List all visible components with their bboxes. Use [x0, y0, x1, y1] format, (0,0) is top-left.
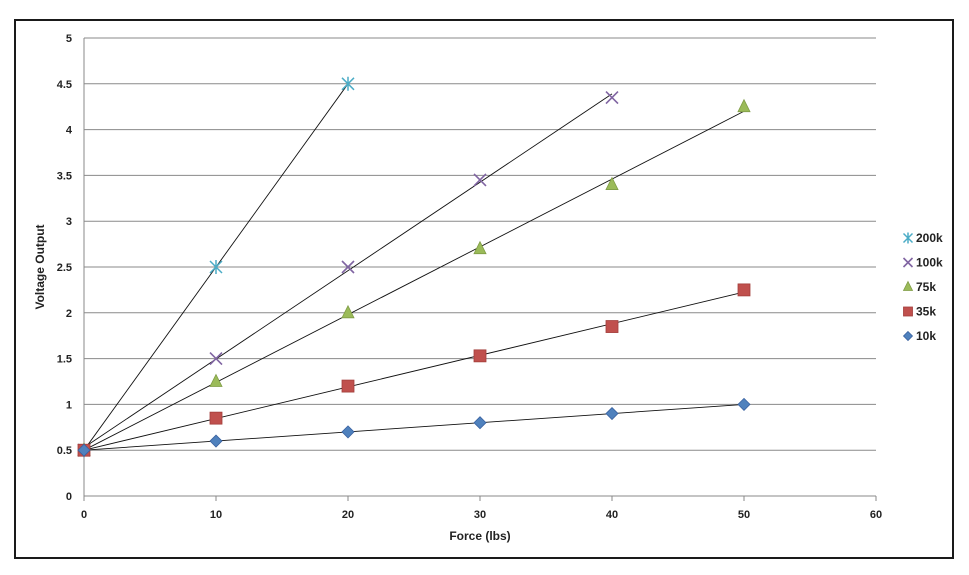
- data-point-10k: [209, 434, 223, 448]
- y-tick-label: 3: [66, 216, 72, 228]
- legend-label: 10k: [916, 329, 936, 343]
- x-tick-label: 20: [342, 509, 354, 521]
- data-point-10k: [473, 416, 487, 430]
- legend-marker-10k: [902, 330, 914, 342]
- legend-marker-200k: [902, 232, 914, 244]
- y-tick-label: 1: [66, 399, 72, 411]
- trendline-75k: [83, 110, 745, 451]
- x-tick-label: 40: [606, 509, 618, 521]
- y-tick-label: 1.5: [57, 354, 72, 366]
- x-axis-title: Force (lbs): [449, 529, 510, 543]
- data-point-35k: [737, 283, 751, 297]
- data-point-35k: [473, 349, 487, 363]
- data-point-35k: [209, 411, 223, 425]
- x-tick-label: 50: [738, 509, 750, 521]
- y-tick-label: 0: [66, 491, 72, 503]
- legend-marker-100k: [902, 257, 914, 268]
- y-tick-label: 4.5: [57, 79, 72, 91]
- data-markers: [77, 76, 751, 458]
- x-tick-label: 30: [474, 509, 486, 521]
- data-point-75k: [737, 98, 751, 113]
- x-tick-label: 10: [210, 509, 222, 521]
- data-point-200k: [341, 76, 355, 91]
- data-point-75k: [341, 304, 355, 319]
- legend-label: 200k: [916, 231, 943, 245]
- legend-label: 75k: [916, 280, 936, 294]
- legend-label: 35k: [916, 305, 936, 319]
- legend-marker-35k: [903, 306, 913, 317]
- data-point-100k: [341, 260, 355, 274]
- data-point-100k: [605, 90, 619, 105]
- chart-frame: 0 0.5 1 1.5 2 2.5 3 3.5 4 4.5 5 0 10 20 30 40 50 60 Forc…: [14, 19, 954, 559]
- trendlines: [83, 83, 745, 451]
- y-axis-title: Voltage Output: [33, 224, 47, 309]
- data-point-75k: [473, 240, 487, 255]
- legend-marker-75k: [902, 280, 914, 291]
- trendline-10k: [83, 403, 745, 451]
- data-point-75k: [605, 176, 619, 190]
- data-point-200k: [209, 260, 223, 274]
- data-point-100k: [473, 173, 487, 187]
- legend: 200k 100k 75k 35k 10k: [902, 231, 943, 343]
- y-tick-labels: 0 0.5 1 1.5 2 2.5 3 3.5 4 4.5 5: [57, 33, 73, 503]
- data-point-10k: [341, 425, 355, 439]
- data-point-75k: [209, 373, 223, 387]
- x-tick-labels: 0 10 20 30 40 50 60: [81, 496, 882, 521]
- x-tick-label: 0: [81, 509, 87, 521]
- data-point-10k: [737, 397, 751, 411]
- y-tick-label: 3.5: [57, 170, 72, 182]
- data-point-35k: [341, 379, 355, 393]
- scatter-chart: 0 0.5 1 1.5 2 2.5 3 3.5 4 4.5 5 0 10 20 30 40 50 60 Forc…: [33, 33, 943, 543]
- y-tick-label: 2: [66, 308, 72, 320]
- data-point-100k: [209, 352, 223, 366]
- legend-label: 100k: [916, 256, 943, 270]
- x-tick-label: 60: [870, 509, 882, 521]
- y-tick-label: 0.5: [57, 445, 72, 457]
- data-point-10k: [605, 406, 619, 421]
- data-point-35k: [605, 320, 619, 333]
- trendline-100k: [83, 93, 613, 448]
- y-tick-label: 2.5: [57, 262, 72, 274]
- trendline-35k: [83, 291, 745, 451]
- y-tick-label: 5: [66, 33, 72, 45]
- data-point-10k: [77, 443, 91, 457]
- y-tick-label: 4: [66, 125, 73, 137]
